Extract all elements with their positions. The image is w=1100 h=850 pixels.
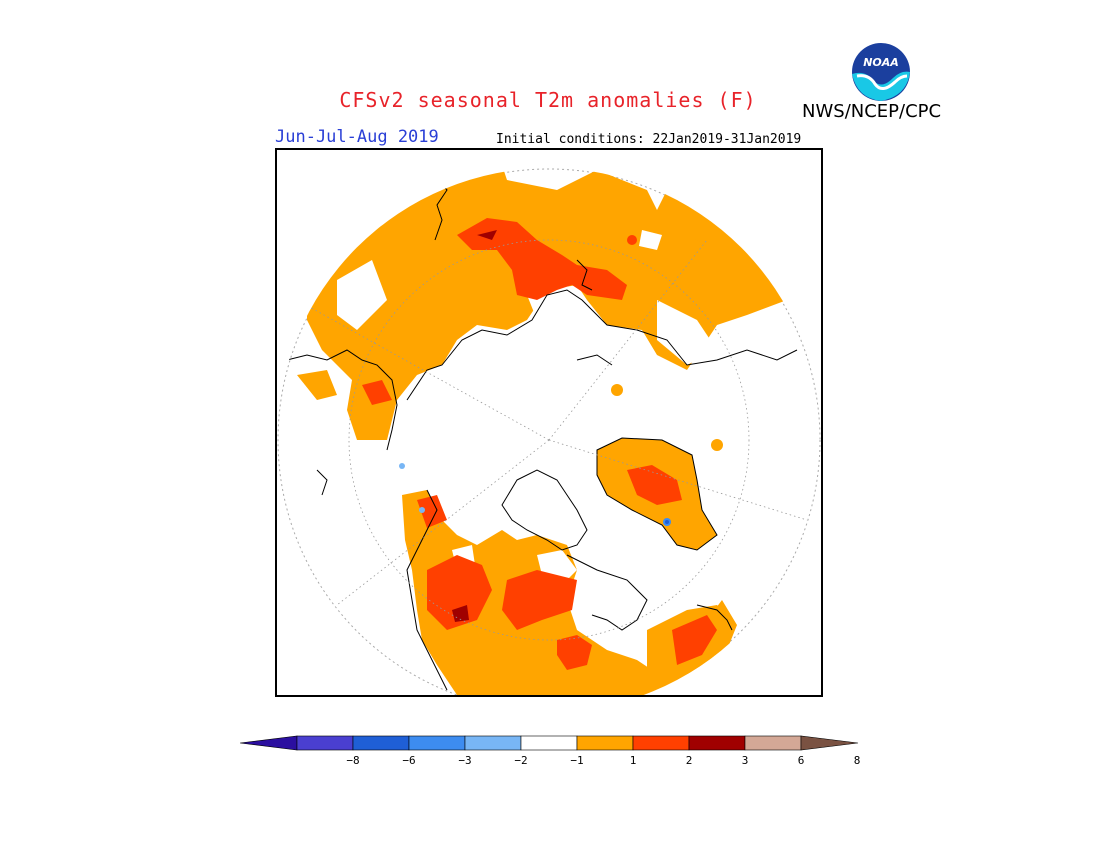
colorbar-tick-label: 3 (742, 754, 749, 767)
initial-conditions-label: Initial conditions: 22Jan2019-31Jan2019 (496, 132, 802, 147)
colorbar-swatch (744, 735, 802, 751)
colorbar-tick-label: −3 (458, 754, 471, 767)
colorbar: −8 −6 −3 −2 −1 1 2 3 6 8 (239, 732, 862, 772)
colorbar-swatch (520, 735, 578, 751)
coastlines (286, 179, 798, 691)
colorbar-tick-label: −8 (346, 754, 359, 767)
colorbar-tick-label: 6 (798, 754, 805, 767)
colorbar-tick-label: 2 (686, 754, 693, 767)
colorbar-tick-label: 1 (630, 754, 637, 767)
noaa-logo: NOAA (849, 40, 913, 104)
map-title-text: CFSv2 seasonal T2m anomalies (F) (339, 88, 757, 112)
colorbar-swatch (408, 735, 466, 751)
anomaly-region-asia (307, 168, 797, 440)
colorbar-tick-label: 8 (854, 754, 861, 767)
logo-text: NOAA (863, 56, 899, 69)
colorbar-arrow-high (800, 735, 859, 751)
colorbar-swatch (576, 735, 634, 751)
season-label: Jun-Jul-Aug 2019 (275, 127, 439, 147)
anomaly-region-asia-red (457, 218, 627, 300)
agency-label: NWS/NCEP/CPC (802, 101, 942, 122)
map-title: CFSv2 seasonal T2m anomalies (F) (0, 88, 1100, 112)
colorbar-swatch (688, 735, 746, 751)
colorbar-arrow-low (239, 735, 298, 751)
anomaly-region-north-america-red (427, 555, 492, 630)
colorbar-swatch (296, 735, 354, 751)
colorbar-swatch (464, 735, 522, 751)
colorbar-tick-label: −6 (402, 754, 415, 767)
colorbar-tick-label: −1 (570, 754, 583, 767)
colorbar-tick-label: −2 (514, 754, 527, 767)
colorbar-swatch (632, 735, 690, 751)
map-frame (275, 148, 823, 697)
polar-map (277, 168, 821, 695)
anomaly-region-europe (297, 370, 337, 400)
latlon-grid (296, 239, 808, 641)
colorbar-swatch (352, 735, 410, 751)
